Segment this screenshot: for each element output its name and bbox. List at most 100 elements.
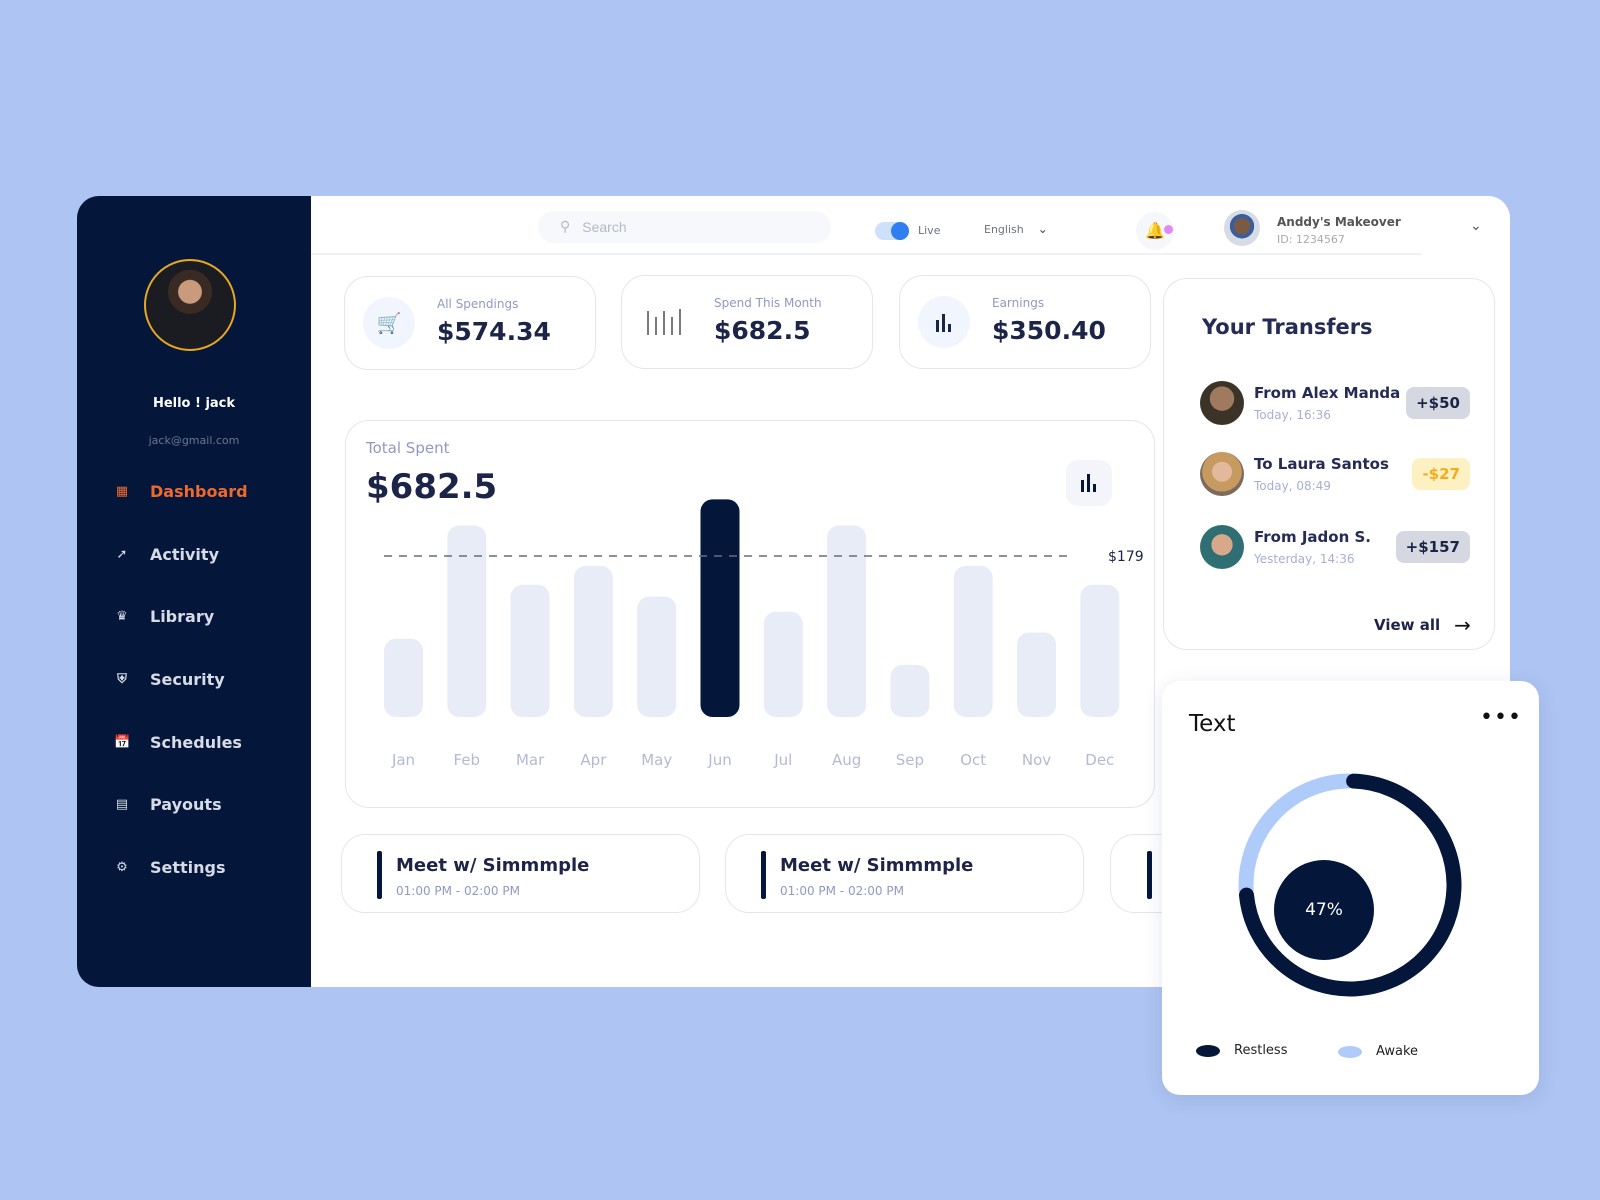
x-tick-label: Jul	[773, 751, 792, 769]
transfer-item[interactable]: From Jadon S. Yesterday, 14:36 +$157	[1200, 525, 1470, 569]
transfer-time: Yesterday, 14:36	[1254, 552, 1355, 566]
x-tick-label: Sep	[896, 751, 924, 769]
x-tick-label: Aug	[832, 751, 861, 769]
bar-chart: Jan Feb Mar Apr May Jun Jul Aug Sep Oct Nov Dec $179	[384, 499, 1144, 769]
meeting-card[interactable]: Meet w/ Simmmple 01:00 PM - 02:00 PM	[341, 834, 700, 913]
chart-type-button[interactable]	[1066, 460, 1112, 506]
x-tick-label: Jan	[391, 751, 415, 769]
notifications-button[interactable]: 🔔	[1136, 212, 1174, 250]
bar-nov[interactable]	[1017, 632, 1056, 717]
arrow-right-icon: →	[1454, 613, 1471, 637]
library-icon: ♛	[116, 609, 128, 624]
transfers-card: Your Transfers From Alex Manda Today, 16:…	[1163, 278, 1495, 650]
bar-dec[interactable]	[1080, 584, 1120, 717]
meeting-accent	[377, 851, 382, 899]
stat-label: Spend This Month	[714, 296, 822, 310]
transfer-amount-badge: +$50	[1406, 387, 1470, 419]
bar-feb[interactable]	[447, 525, 487, 717]
x-tick-label: Nov	[1022, 751, 1051, 769]
sidebar-item-label: Security	[150, 670, 225, 689]
basket-icon: 🛒	[363, 297, 415, 349]
transfer-name: To Laura Santos	[1254, 455, 1389, 473]
greeting: Hello ! jack	[152, 396, 236, 411]
sidebar-item-dashboard[interactable]: ▦ Dashboard	[114, 482, 248, 501]
transfer-item[interactable]: From Alex Manda Today, 16:36 +$50	[1200, 381, 1470, 425]
total-spent-card: Total Spent $682.5 Jan Feb Mar Apr May Jun Jul…	[345, 420, 1155, 808]
x-tick-label: Mar	[516, 751, 545, 769]
user-email: jack@gmail.com	[148, 434, 240, 447]
meeting-card[interactable]: Meet w/ Simmmple 01:00 PM - 02:00 PM	[725, 834, 1084, 913]
bar-sep[interactable]	[890, 664, 930, 717]
more-options-icon[interactable]: •••	[1480, 705, 1522, 730]
legend-restless: Restless	[1196, 1043, 1287, 1058]
bar-jul[interactable]	[763, 611, 803, 717]
donut-center-label: 47%	[1274, 860, 1374, 960]
meeting-time: 01:00 PM - 02:00 PM	[780, 884, 904, 898]
transfer-time: Today, 16:36	[1254, 408, 1331, 422]
avatar[interactable]	[144, 259, 236, 351]
bar-apr[interactable]	[573, 565, 613, 717]
sidebar-item-label: Payouts	[150, 795, 222, 814]
bar-may[interactable]	[637, 596, 677, 717]
live-label: Live	[918, 224, 941, 237]
stat-card: Spend This Month $682.5	[621, 275, 873, 369]
sidebar-item-label: Library	[150, 607, 215, 626]
shield-icon: ⛨	[117, 672, 127, 687]
chevron-down-icon: ⌄	[1037, 222, 1048, 236]
stat-value: $682.5	[714, 316, 811, 345]
legend-swatch	[1196, 1044, 1220, 1057]
bar-chart-icon	[1081, 474, 1096, 492]
sidebar-item-schedules[interactable]: 📅 Schedules	[114, 733, 242, 752]
account-menu-chevron-icon[interactable]: ⌄	[1470, 218, 1482, 234]
bar-mar[interactable]	[510, 584, 550, 717]
trend-icon: ➚	[116, 547, 128, 562]
meeting-time: 01:00 PM - 02:00 PM	[396, 884, 520, 898]
search-input[interactable]	[582, 219, 783, 235]
donut-title: Text	[1189, 711, 1236, 737]
meeting-title: Meet w/ Simmmple	[780, 855, 974, 876]
grid-icon: ▦	[115, 484, 129, 499]
sidebar-item-library[interactable]: ♛ Library	[114, 607, 214, 626]
live-toggle[interactable]	[875, 222, 909, 240]
sidebar-item-security[interactable]: ⛨ Security	[114, 670, 225, 689]
view-all-link[interactable]: View all →	[1374, 613, 1471, 637]
wallet-icon: ▤	[115, 797, 129, 812]
bell-icon: 🔔	[1145, 221, 1165, 240]
transfer-amount-badge: +$157	[1395, 531, 1470, 563]
transfer-avatar	[1200, 525, 1244, 569]
legend-label: Restless	[1234, 1043, 1288, 1058]
transfer-item[interactable]: To Laura Santos Today, 08:49 -$27	[1200, 452, 1470, 496]
bars-thin-icon	[640, 296, 692, 348]
stat-value: $350.40	[992, 316, 1106, 345]
bar-jan[interactable]	[384, 638, 423, 717]
bar-chart-icon	[918, 296, 970, 348]
x-tick-label: Feb	[454, 751, 481, 769]
sidebar-item-settings[interactable]: ⚙ Settings	[114, 858, 226, 877]
bar-jun[interactable]	[700, 499, 740, 717]
sidebar-item-label: Schedules	[150, 733, 242, 752]
language-select[interactable]: English ⌄	[984, 222, 1048, 236]
search-bar[interactable]: ⚲	[538, 211, 831, 243]
sidebar-item-label: Settings	[150, 858, 226, 877]
language-value: English	[984, 222, 1024, 236]
stat-card: 🛒 All Spendings $574.34	[344, 276, 596, 370]
notification-dot	[1164, 225, 1173, 234]
stat-label: Earnings	[992, 296, 1045, 310]
legend-swatch	[1338, 1045, 1362, 1058]
x-tick-label: May	[641, 751, 672, 769]
meeting-title: Meet w/ Simmmple	[396, 855, 590, 876]
transfers-title: Your Transfers	[1202, 315, 1373, 339]
user-avatar[interactable]	[1224, 210, 1260, 246]
arc-restless	[1238, 773, 1462, 997]
bar-oct[interactable]	[953, 565, 993, 717]
reference-label: $179	[1108, 549, 1144, 565]
x-tick-label: Apr	[580, 751, 607, 769]
sidebar-item-label: Activity	[150, 545, 219, 564]
sidebar-item-payouts[interactable]: ▤ Payouts	[114, 795, 222, 814]
header-divider	[311, 253, 1421, 255]
user-name: Anddy's Makeover	[1277, 215, 1401, 229]
transfer-name: From Alex Manda	[1254, 384, 1401, 402]
sidebar-item-activity[interactable]: ➚ Activity	[114, 545, 219, 564]
stat-label: All Spendings	[437, 297, 519, 311]
bar-aug[interactable]	[827, 525, 867, 717]
